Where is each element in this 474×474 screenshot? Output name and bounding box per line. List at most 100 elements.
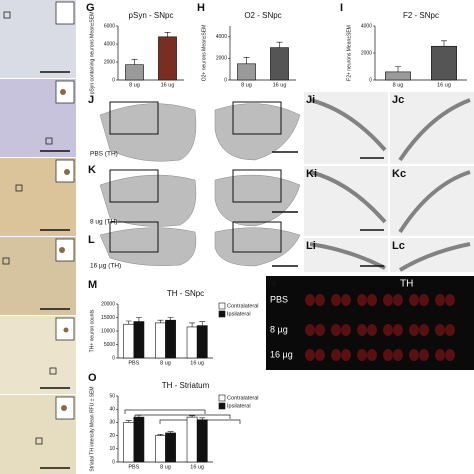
- error-bar: [243, 57, 250, 64]
- error-bar: [131, 59, 138, 65]
- section-blob: [435, 294, 445, 306]
- y-tick-label: 10: [109, 446, 115, 452]
- subpanel-letter: Ji: [306, 94, 315, 106]
- bar: [133, 321, 145, 359]
- y-axis-label: O2+ neurons Mean±SEM: [201, 25, 207, 82]
- section-blob: [435, 324, 445, 336]
- panel-letter: O: [88, 372, 97, 384]
- micrograph-column: [0, 0, 76, 474]
- legend-swatch: [218, 402, 226, 410]
- panel-letter: L: [88, 234, 95, 246]
- section-blob: [367, 349, 377, 361]
- bar: [196, 419, 208, 463]
- section-blob: [445, 324, 455, 336]
- fluorescence-panel: [266, 276, 474, 370]
- section-blob: [305, 349, 315, 361]
- n-row-label: 16 µg: [270, 349, 293, 359]
- y-tick-label: 20: [109, 433, 115, 439]
- error-bar: [167, 317, 174, 321]
- y-axis-label: pSyn containing neurons Mean±SEM: [89, 12, 95, 95]
- x-tick-label: PBS: [128, 360, 139, 366]
- section-blob: [409, 294, 419, 306]
- y-tick-label: 0: [112, 77, 115, 83]
- y-tick-label: 2000: [361, 50, 372, 56]
- section-label: 16 µg (TH): [90, 263, 121, 270]
- y-axis-label: TH+ neuron counts: [89, 309, 95, 352]
- bar: [186, 326, 198, 359]
- y-tick-label: 0: [112, 459, 115, 465]
- section-blob: [383, 294, 393, 306]
- n-title: TH: [400, 279, 413, 290]
- subpanel-letter: Kc: [392, 168, 406, 180]
- section-blob: [367, 294, 377, 306]
- panel-letter: G: [86, 2, 95, 14]
- section-blob: [305, 294, 315, 306]
- section-blob: [331, 324, 341, 336]
- x-tick-label: PBS: [128, 464, 139, 470]
- section-blob: [331, 294, 341, 306]
- error-bar: [164, 31, 171, 37]
- error-bar: [441, 40, 447, 47]
- bar: [186, 416, 198, 463]
- brain-sections: [99, 103, 301, 267]
- section-blob: [445, 294, 455, 306]
- bar: [125, 64, 144, 81]
- y-tick-label: 2000: [216, 56, 227, 62]
- bar: [158, 36, 177, 81]
- panel-letter: N: [268, 277, 276, 289]
- section-blob: [383, 349, 393, 361]
- bar: [155, 322, 166, 359]
- legend-label: Contralateral: [227, 303, 259, 309]
- bar: [270, 47, 289, 81]
- y-tick-label: 20000: [101, 301, 115, 307]
- x-tick-label: 16 ug: [190, 464, 204, 470]
- error-bar: [189, 322, 196, 327]
- section-blob: [305, 324, 315, 336]
- y-tick-label: 15000: [101, 315, 115, 321]
- y-tick-label: 6000: [104, 23, 115, 29]
- y-tick-label: 30: [109, 420, 115, 426]
- error-bar: [135, 414, 142, 418]
- y-tick-label: 40: [109, 407, 115, 413]
- legend-swatch: [218, 310, 226, 318]
- section-blob: [341, 294, 351, 306]
- bar: [123, 323, 135, 359]
- chart-title: pSyn - SNpc: [129, 11, 174, 20]
- y-axis-label: F2+ neurons Mean±SEM: [346, 25, 352, 81]
- section-blob: [445, 349, 455, 361]
- legend-label: Ipsilateral: [227, 403, 251, 409]
- n-row-label: PBS: [270, 294, 288, 304]
- y-tick-label: 4000: [361, 23, 372, 29]
- error-bar: [199, 321, 206, 326]
- section-blob: [393, 324, 403, 336]
- subpanel-letter: Ki: [306, 168, 317, 180]
- panel-letter: I: [340, 2, 343, 14]
- bar: [237, 63, 256, 81]
- section-blob: [435, 349, 445, 361]
- x-tick-label: 8 ug: [160, 464, 171, 470]
- y-tick-label: 2000: [104, 59, 115, 65]
- y-tick-label: 50: [109, 393, 115, 399]
- section-blob: [409, 324, 419, 336]
- x-tick-label: 8 ug: [241, 82, 252, 88]
- bar: [165, 319, 176, 359]
- legend-swatch: [218, 394, 226, 402]
- y-tick-label: 10000: [101, 328, 115, 334]
- section-blob: [419, 324, 429, 336]
- y-tick-label: 0: [369, 77, 372, 83]
- section-blob: [393, 294, 403, 306]
- section-blob: [419, 294, 429, 306]
- error-bar: [157, 433, 164, 436]
- subpanel-letter: Lc: [392, 240, 405, 252]
- bar: [133, 416, 145, 463]
- bar: [385, 71, 411, 81]
- chart-title: TH - SNpc: [167, 289, 204, 298]
- y-tick-label: 0: [224, 77, 227, 83]
- x-tick-label: 8 ug: [160, 360, 171, 366]
- section-blob: [341, 349, 351, 361]
- chart-title: O2 - SNpc: [244, 11, 281, 20]
- section-blob: [315, 294, 325, 306]
- section-label: 8 ug (TH): [90, 219, 117, 226]
- section-blob: [409, 349, 419, 361]
